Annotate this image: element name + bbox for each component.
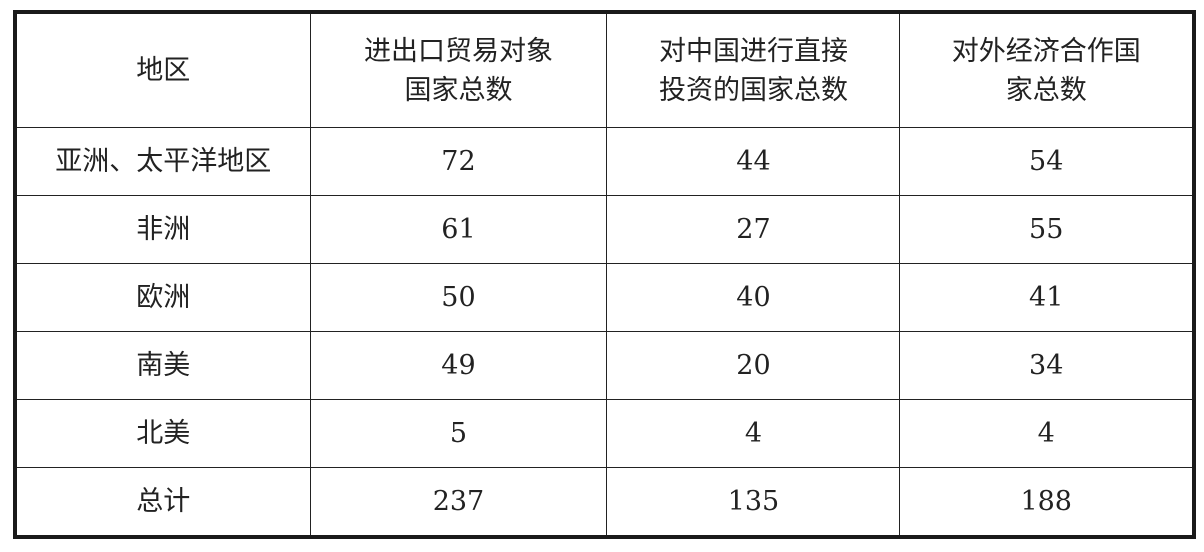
cell-direct-investment: 135 — [606, 467, 901, 538]
cell-trade-partners: 5 — [309, 399, 608, 468]
table-row: 南美 49 20 34 — [14, 331, 1195, 400]
cell-direct-investment: 4 — [606, 399, 901, 468]
cell-trade-partners: 72 — [309, 127, 608, 196]
header-line: 地区 — [136, 55, 191, 86]
cell-economic-cooperation: 188 — [899, 467, 1195, 538]
cell-trade-partners: 237 — [309, 467, 608, 538]
cell-economic-cooperation: 34 — [899, 331, 1195, 400]
cell-direct-investment: 44 — [606, 127, 901, 196]
cell-economic-cooperation: 4 — [899, 399, 1195, 468]
cell-direct-investment: 27 — [606, 195, 901, 264]
data-table: 地区 进出口贸易对象 国家总数 对中国进行直接 投资的国家总数 对外经济合作国 家总数… — [13, 10, 1196, 539]
header-line: 对中国进行直接 — [658, 35, 848, 67]
cell-trade-partners: 50 — [309, 263, 608, 332]
cell-economic-cooperation: 54 — [899, 127, 1195, 196]
header-direct-investment: 对中国进行直接 投资的国家总数 — [606, 11, 901, 128]
header-row: 地区 进出口贸易对象 国家总数 对中国进行直接 投资的国家总数 对外经济合作国 家总数 — [14, 11, 1195, 128]
header-line: 投资的国家总数 — [658, 74, 848, 106]
table-row: 亚洲、太平洋地区 72 44 54 — [14, 127, 1195, 196]
cell-economic-cooperation: 41 — [899, 263, 1195, 332]
table-row: 北美 5 4 4 — [14, 399, 1195, 468]
header-line: 进出口贸易对象 — [363, 35, 553, 67]
header-economic-cooperation: 对外经济合作国 家总数 — [899, 11, 1195, 128]
header-line: 国家总数 — [404, 74, 513, 106]
cell-region: 非洲 — [14, 195, 311, 264]
cell-region: 亚洲、太平洋地区 — [14, 127, 311, 196]
cell-region: 北美 — [14, 399, 311, 468]
header-trade-partners: 进出口贸易对象 国家总数 — [309, 11, 608, 128]
cell-economic-cooperation: 55 — [899, 195, 1195, 264]
cell-region: 总计 — [14, 467, 311, 538]
cell-direct-investment: 40 — [606, 263, 901, 332]
table-row: 非洲 61 27 55 — [14, 195, 1195, 264]
table-row: 总计 237 135 188 — [14, 467, 1195, 538]
cell-direct-investment: 20 — [606, 331, 901, 400]
cell-trade-partners: 49 — [309, 331, 608, 400]
header-line: 家总数 — [1005, 74, 1087, 106]
header-region: 地区 — [14, 11, 311, 128]
cell-region: 欧洲 — [14, 263, 311, 332]
cell-trade-partners: 61 — [309, 195, 608, 264]
table-row: 欧洲 50 40 41 — [14, 263, 1195, 332]
header-line: 对外经济合作国 — [951, 35, 1141, 67]
cell-region: 南美 — [14, 331, 311, 400]
